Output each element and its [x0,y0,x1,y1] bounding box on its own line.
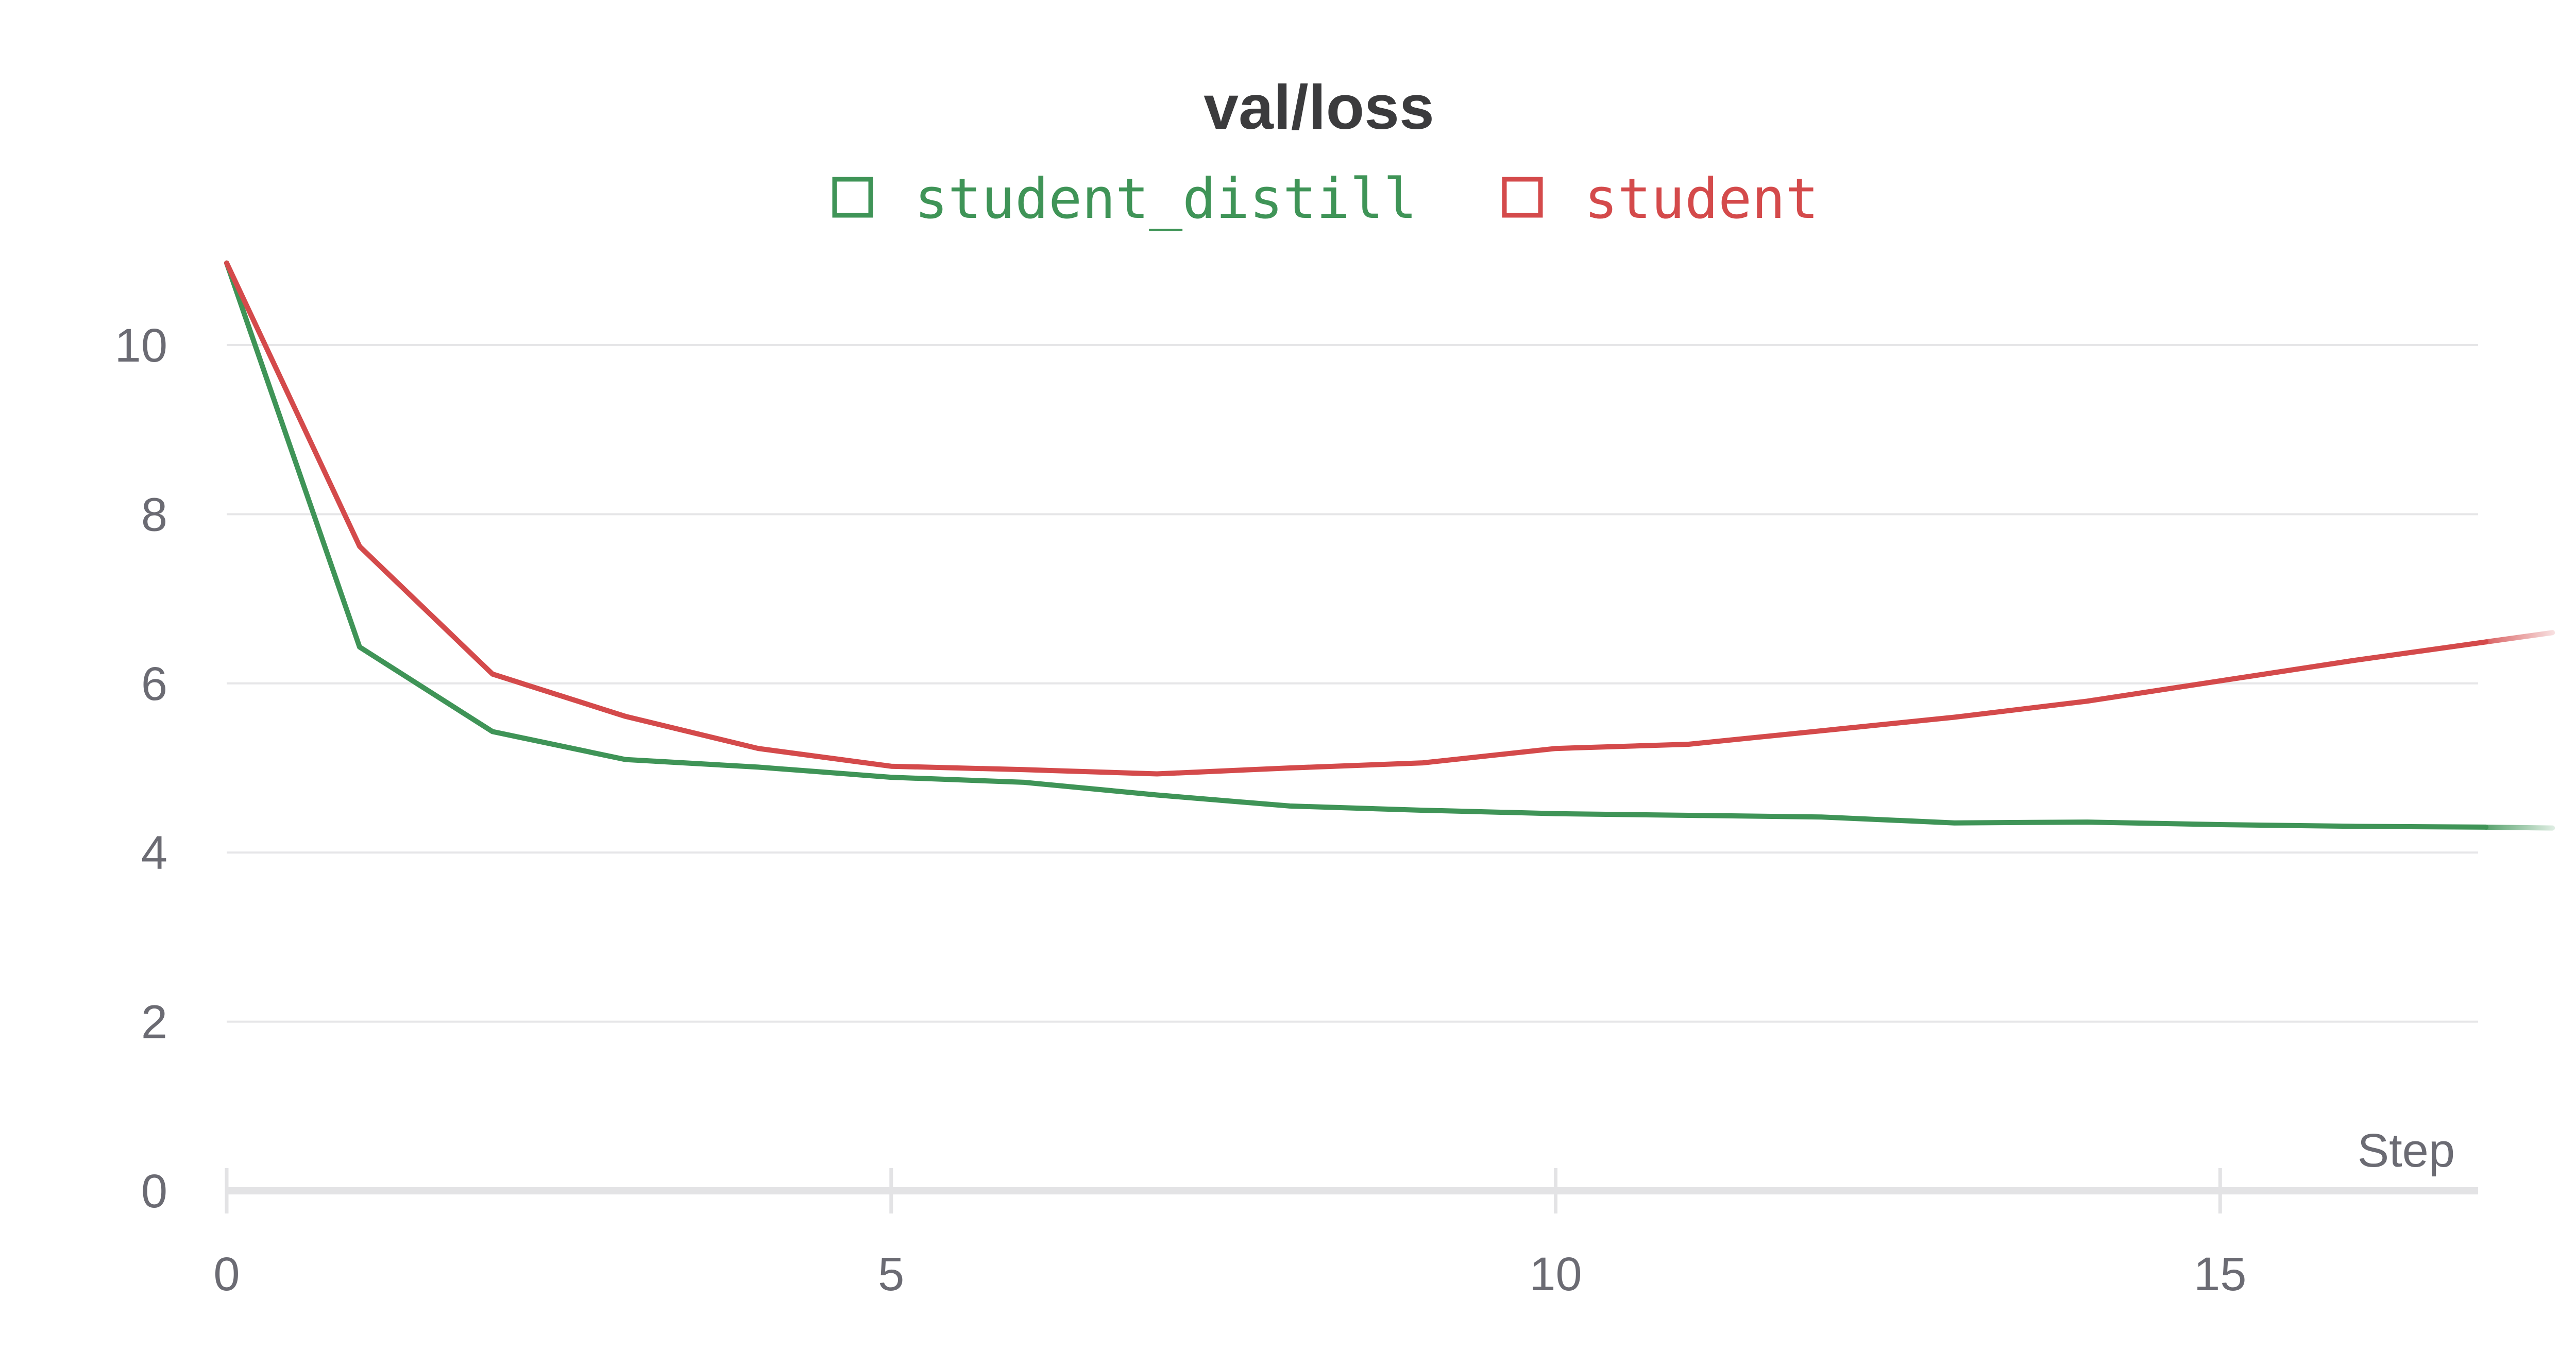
data-point [623,757,628,762]
y-axis-ticks: 0 2 4 6 8 10 [115,319,167,1218]
x-axis-label: Step [2358,1124,2455,1177]
data-point [1420,808,1426,813]
data-point [1952,820,1957,826]
data-point [2483,639,2488,644]
data-point [2350,658,2355,663]
data-point [2217,678,2223,683]
data-point [490,729,495,734]
chart-title: val/loss [1204,72,1434,142]
data-point [1686,813,1691,818]
data-point [357,544,362,549]
series-layer [224,260,2555,831]
data-point [756,764,761,770]
data-point [1022,780,1027,785]
data-point [2084,819,2090,825]
y-tick-label: 6 [141,658,167,710]
data-point [1287,765,1293,771]
y-tick-label: 10 [115,319,167,372]
series-line-tail [2483,630,2555,645]
data-point [2483,825,2488,830]
series-line [224,260,2489,830]
legend-label: student [1584,167,1819,231]
data-point [756,746,761,751]
data-point [2084,698,2090,704]
data-point [1155,793,1160,798]
series-line-tail [2483,824,2555,831]
data-point [357,644,362,649]
series-line [224,260,2489,777]
series-student [224,260,2555,777]
gridlines [227,344,2478,1023]
data-point [1553,746,1558,751]
data-point [1420,760,1426,765]
data-point [623,714,628,719]
data-point [1819,814,1824,819]
legend-label: student_distill [914,167,1417,231]
y-tick-label: 2 [141,996,167,1049]
legend-item-student[interactable]: student [1502,167,1819,231]
y-tick-label: 4 [141,827,167,879]
data-point [1155,771,1160,776]
data-point [889,764,894,769]
legend-swatch [832,177,873,218]
data-point [1952,714,1957,720]
data-point [889,775,894,780]
x-tick-label: 10 [1529,1248,1582,1301]
data-point [224,261,229,266]
data-point [2350,824,2355,829]
x-tick-label: 0 [213,1248,240,1301]
data-point [2217,822,2223,827]
legend-swatch [1502,177,1543,218]
data-point [1819,728,1824,733]
data-point [1553,811,1558,816]
y-tick-label: 8 [141,488,167,541]
data-point [1686,742,1691,747]
data-point [1022,767,1027,772]
x-tick-label: 15 [2194,1248,2246,1301]
data-point [2550,826,2555,831]
legend: student_distill student [832,167,1819,231]
x-axis-ticks: 0 5 10 15 [213,1168,2246,1301]
data-point [490,672,495,677]
x-tick-label: 5 [878,1248,904,1301]
y-tick-label: 0 [141,1165,167,1218]
data-point [2550,630,2555,635]
data-point [1287,803,1293,809]
legend-item-student-distill[interactable]: student_distill [832,167,1417,231]
series-student-distill [224,260,2555,831]
